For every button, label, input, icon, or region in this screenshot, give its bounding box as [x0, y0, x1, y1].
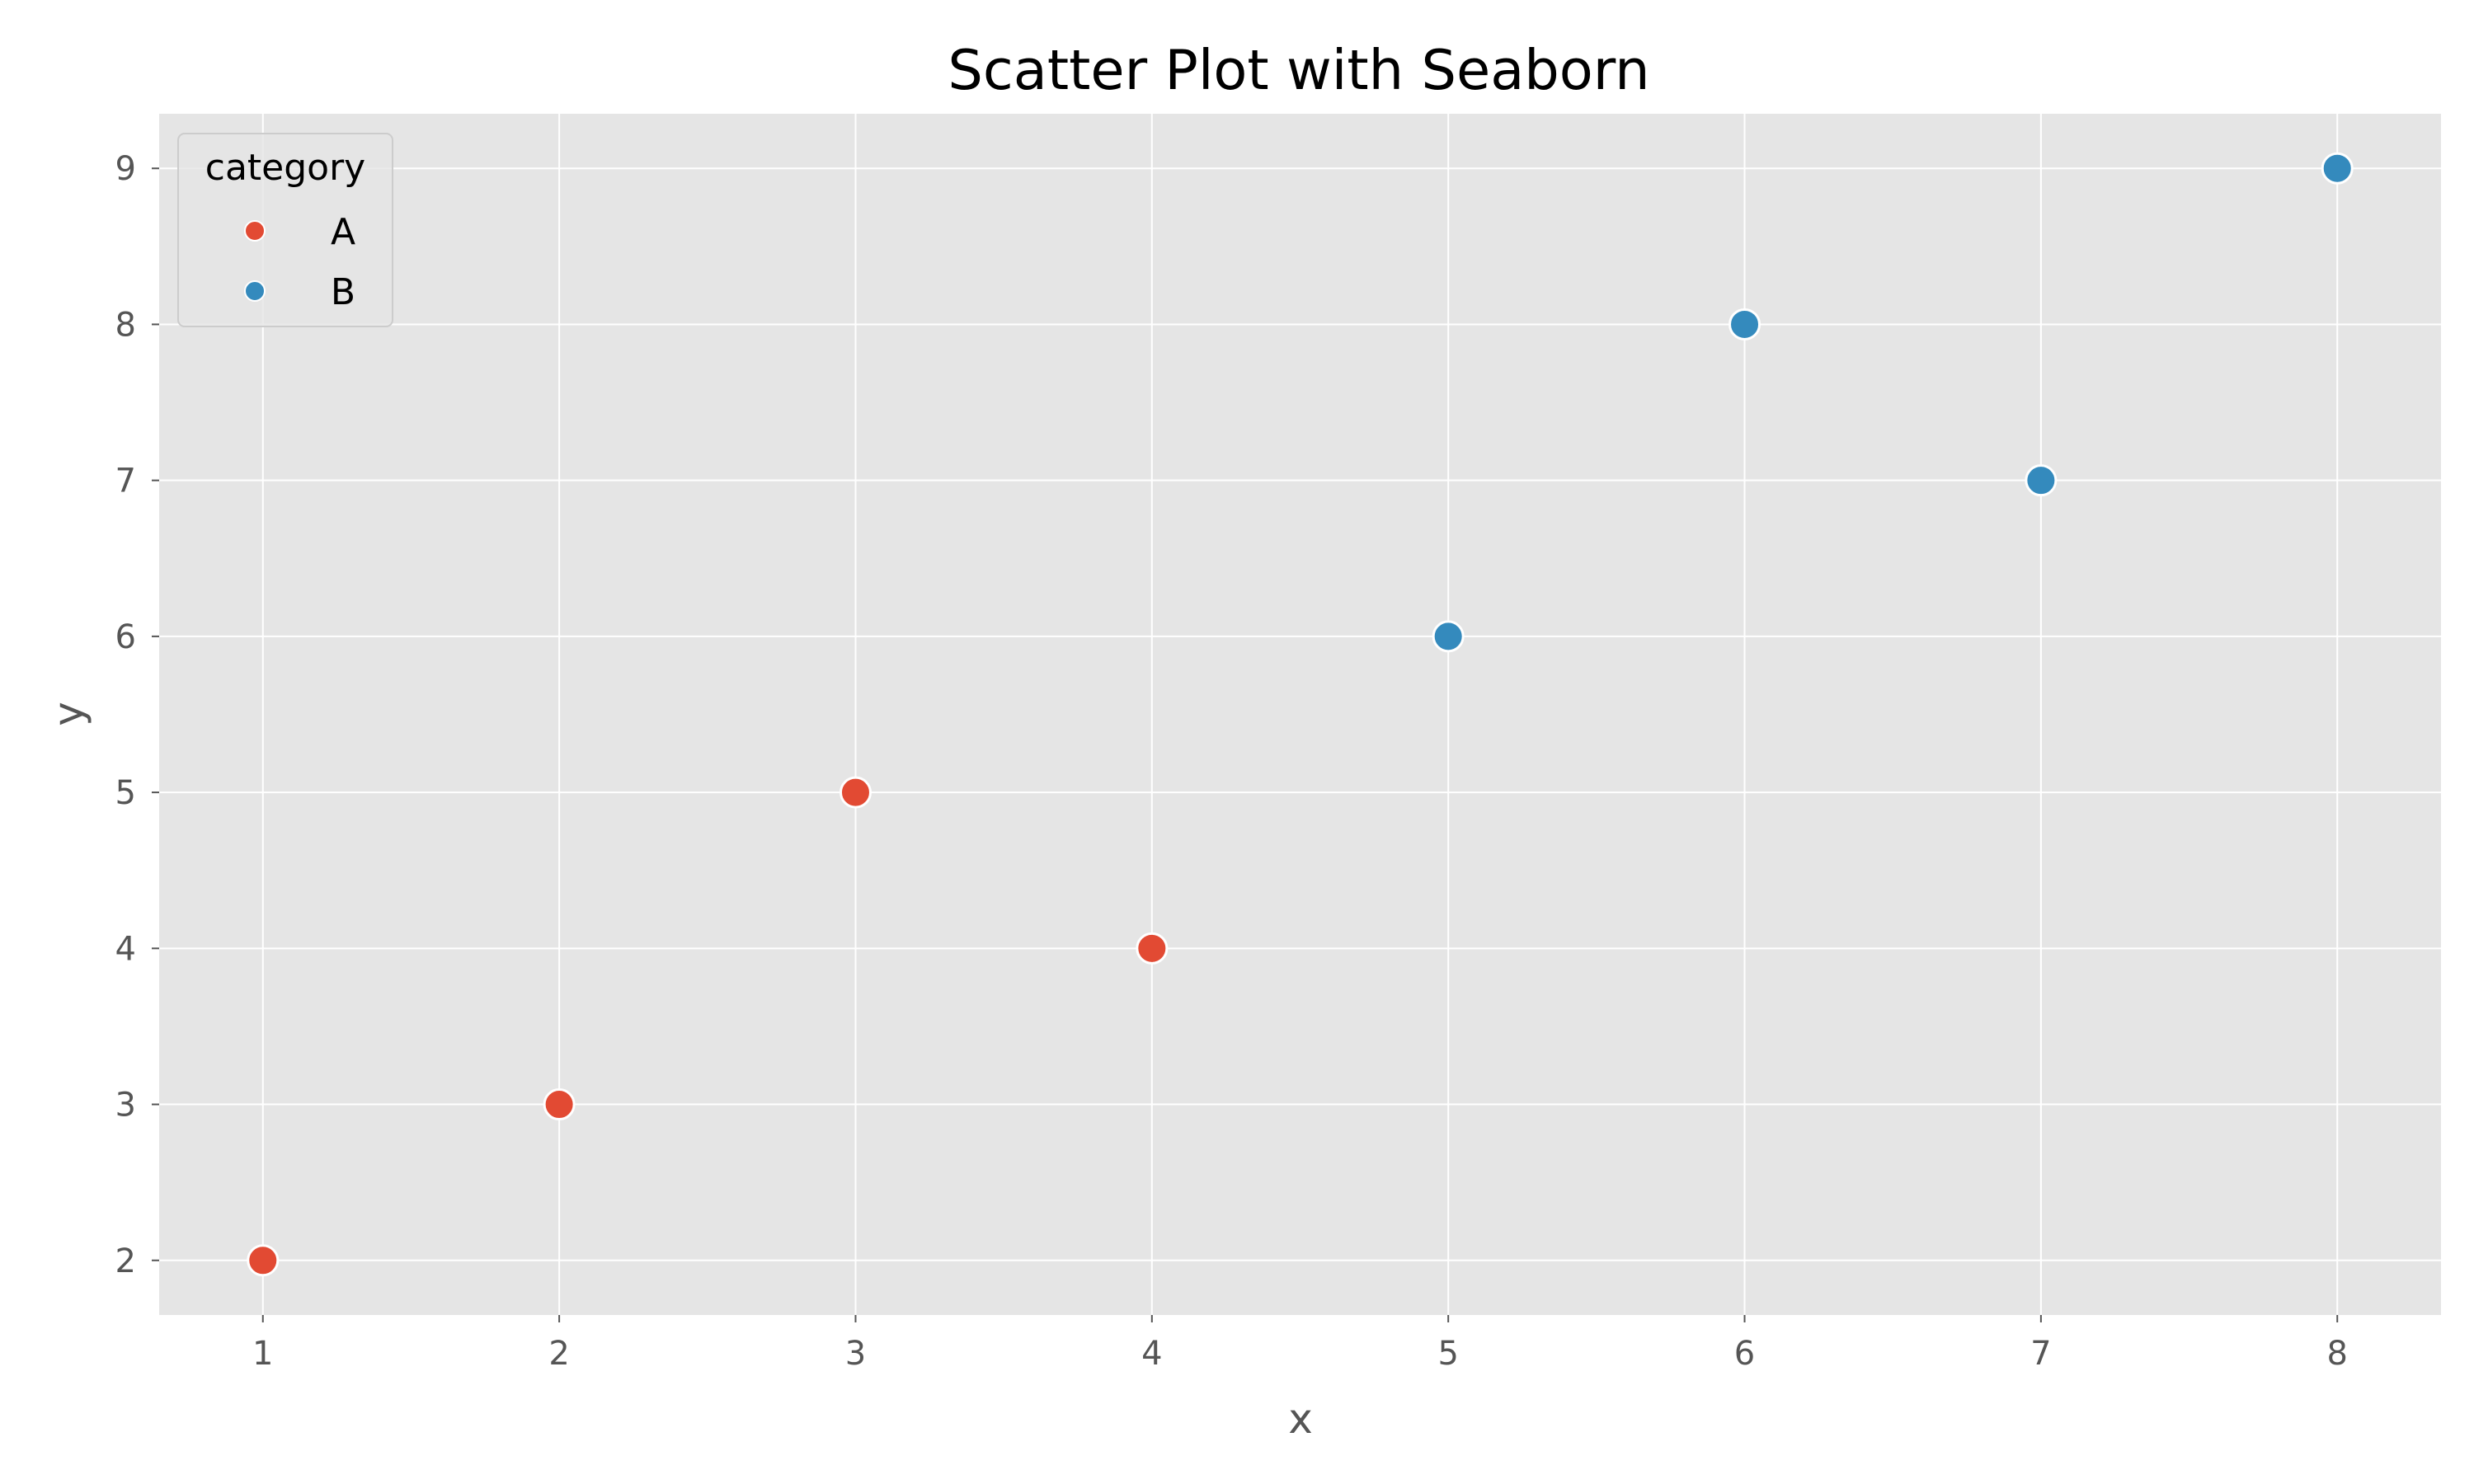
legend-marker-B	[244, 280, 266, 302]
y-tick-label-5: 7	[115, 463, 136, 500]
x-tick-label-6: 7	[2030, 1335, 2051, 1373]
y-tick-label-3: 5	[115, 774, 136, 812]
data-points	[247, 152, 2354, 1277]
legend-marker-A	[244, 220, 266, 242]
legend-label-B: B	[331, 271, 355, 313]
point-B-1	[1729, 308, 1761, 340]
point-A-0	[247, 1244, 280, 1277]
point-A-3	[1136, 932, 1169, 965]
x-tick-label-0: 1	[252, 1335, 273, 1373]
legend: category AB	[177, 133, 393, 327]
y-axis-label: y	[45, 702, 92, 726]
x-tick-label-1: 2	[548, 1335, 569, 1373]
point-B-2	[2025, 464, 2058, 497]
y-tick-label-7: 9	[115, 150, 136, 188]
x-tick-label-5: 6	[1734, 1335, 1755, 1373]
legend-title: category	[205, 147, 365, 189]
y-tick-label-4: 6	[115, 618, 136, 656]
x-tick-label-4: 5	[1437, 1335, 1458, 1373]
legend-box	[177, 133, 393, 327]
point-A-1	[543, 1088, 576, 1121]
chart-title: Scatter Plot with Seaborn	[948, 38, 1649, 102]
axis-ticks: 1 2 3 4 5 6 7 8 2 3 4 5 6 7 8 9	[115, 150, 2348, 1373]
y-tick-label-2: 4	[115, 930, 136, 968]
y-tick-label-6: 8	[115, 306, 136, 344]
legend-label-A: A	[331, 211, 355, 253]
point-B-3	[2321, 152, 2354, 185]
x-axis-label: x	[1288, 1395, 1313, 1443]
x-tick-label-7: 8	[2327, 1335, 2348, 1373]
legend-entries: AB	[244, 211, 355, 313]
point-B-0	[1432, 620, 1465, 653]
x-tick-label-3: 4	[1141, 1335, 1162, 1373]
point-A-2	[839, 776, 872, 809]
y-tick-label-1: 3	[115, 1087, 136, 1125]
plot-area	[159, 114, 2441, 1315]
x-tick-label-2: 3	[845, 1335, 866, 1373]
y-tick-label-0: 2	[115, 1242, 136, 1280]
